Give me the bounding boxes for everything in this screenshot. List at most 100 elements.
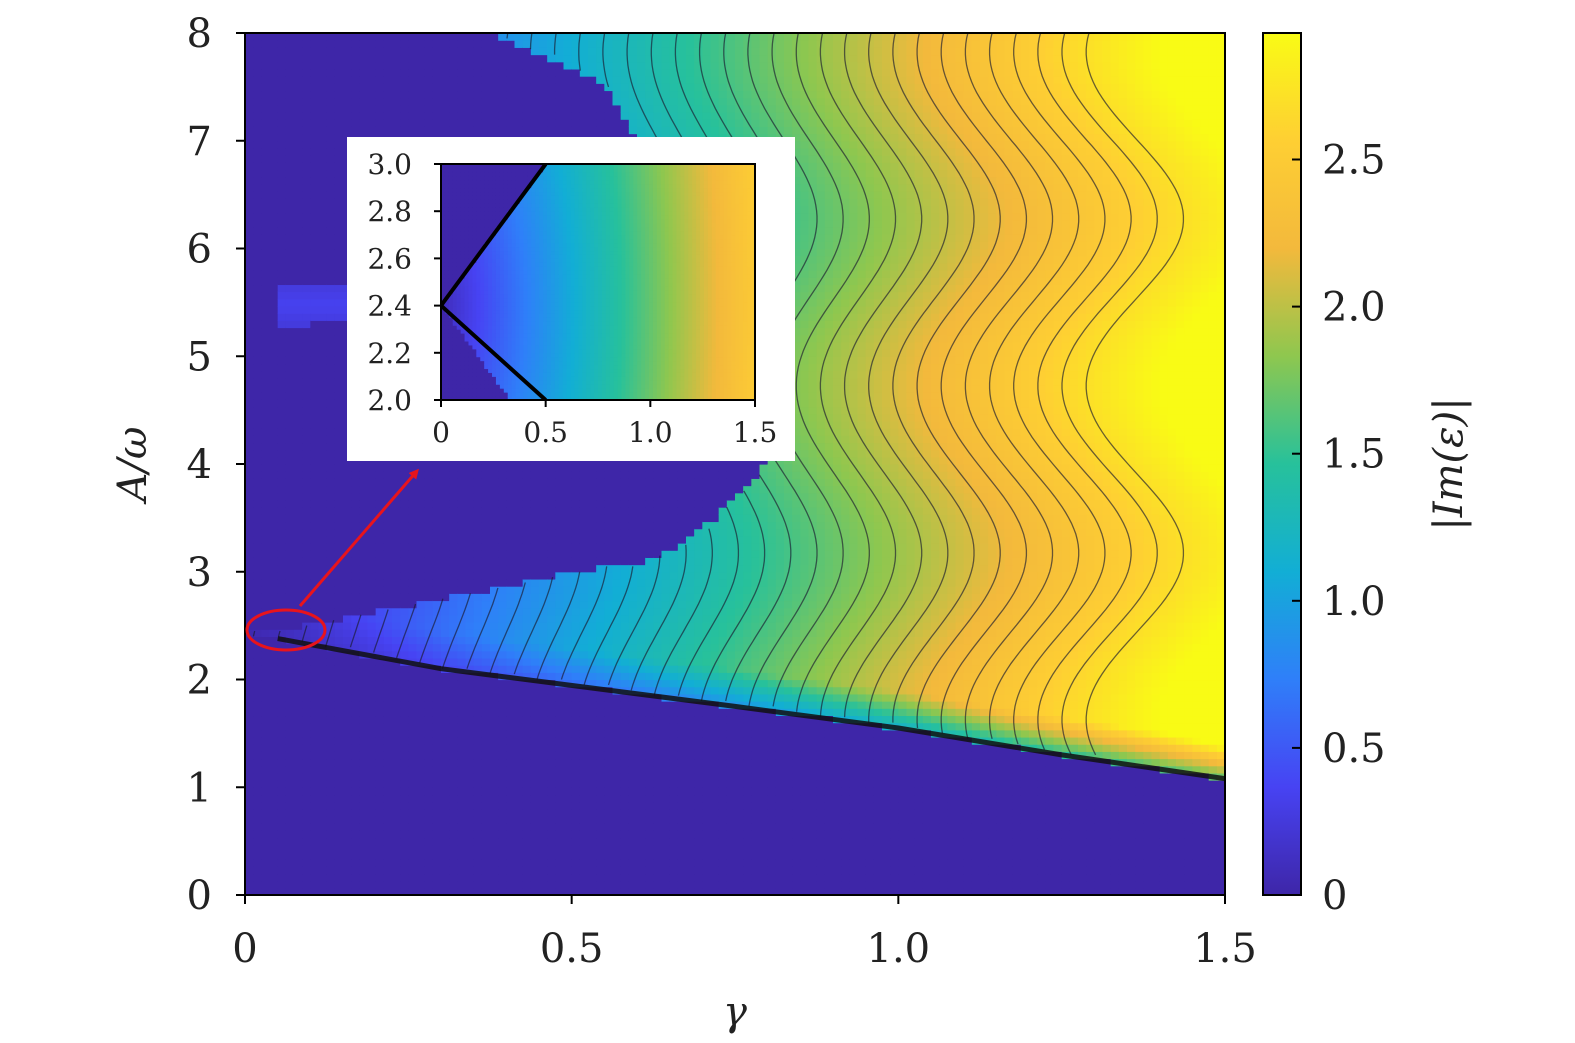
heatmap-cell <box>245 830 254 839</box>
heatmap-cell <box>563 571 573 580</box>
heatmap-cell <box>449 887 458 895</box>
heatmap-cell <box>579 607 589 616</box>
heatmap-cell <box>441 40 450 48</box>
heatmap-cell <box>449 772 458 781</box>
heatmap-cell <box>392 126 401 135</box>
heatmap-cell <box>408 622 418 630</box>
heatmap-cell <box>351 787 360 796</box>
heatmap-cell <box>506 557 516 566</box>
heatmap-cell <box>334 593 344 602</box>
heatmap-cell <box>473 722 483 731</box>
heatmap-cell <box>383 823 393 831</box>
heatmap-cell <box>481 844 491 853</box>
heatmap-cell <box>563 686 573 695</box>
heatmap-cell <box>457 629 467 637</box>
heatmap-cell <box>245 772 254 781</box>
heatmap-cell <box>547 672 556 681</box>
heatmap-cell <box>514 83 524 92</box>
heatmap-cell <box>432 887 442 895</box>
heatmap-cell <box>506 859 516 867</box>
heatmap-cell <box>318 751 328 760</box>
heatmap-cell <box>375 126 385 135</box>
heatmap-cell <box>351 780 360 788</box>
heatmap-cell <box>400 557 409 566</box>
heatmap-cell <box>465 90 475 99</box>
heatmap-cell <box>326 119 336 127</box>
heatmap-cell <box>481 866 491 875</box>
heatmap-cell <box>432 801 442 810</box>
heatmap-cell <box>245 636 254 645</box>
heatmap-cell <box>367 880 377 889</box>
heatmap-cell <box>432 485 442 494</box>
heatmap-cell <box>408 815 418 824</box>
heatmap-cell <box>539 607 548 616</box>
heatmap-cell <box>269 801 279 810</box>
heatmap-cell <box>392 571 401 580</box>
heatmap-cell <box>547 686 556 695</box>
heatmap-cell <box>539 464 548 472</box>
heatmap-cell <box>343 543 352 551</box>
heatmap-cell <box>383 578 393 587</box>
heatmap-cell <box>392 600 401 609</box>
heatmap-cell <box>530 514 540 523</box>
heatmap-cell <box>318 629 328 637</box>
heatmap-cell <box>563 97 573 106</box>
heatmap-cell <box>481 126 491 135</box>
heatmap-cell <box>269 313 279 321</box>
heatmap-cell <box>277 586 287 594</box>
heatmap-cell <box>441 758 450 767</box>
heatmap-cell <box>285 162 295 171</box>
heatmap-cell <box>269 765 279 774</box>
heatmap-cell <box>416 744 426 752</box>
heatmap-cell <box>530 68 540 77</box>
heatmap-cell <box>392 772 401 781</box>
heatmap-cell <box>310 485 320 494</box>
heatmap-cell <box>449 844 458 853</box>
heatmap-cell <box>539 507 548 515</box>
heatmap-cell <box>285 880 295 889</box>
heatmap-cell <box>555 54 565 63</box>
heatmap-cell <box>555 729 565 738</box>
heatmap-cell <box>571 751 581 760</box>
heatmap-cell <box>367 801 377 810</box>
heatmap-cell <box>473 837 483 846</box>
heatmap-cell <box>245 643 254 652</box>
heatmap-cell <box>514 636 524 645</box>
heatmap-cell <box>277 284 287 293</box>
heatmap-cell <box>539 823 548 831</box>
heatmap-cell <box>310 744 320 752</box>
heatmap-cell <box>555 758 565 767</box>
heatmap-cell <box>539 514 548 523</box>
heatmap-cell <box>318 837 328 846</box>
heatmap-cell <box>579 614 589 623</box>
heatmap-cell <box>294 478 303 487</box>
heatmap-cell <box>294 349 303 357</box>
heatmap-cell <box>449 722 458 731</box>
heatmap-cell <box>449 787 458 796</box>
heatmap-cell <box>302 772 311 781</box>
heatmap-cell <box>441 564 450 573</box>
heatmap-cell <box>285 191 295 199</box>
heatmap-cell <box>294 420 303 429</box>
heatmap-cell <box>269 68 279 77</box>
heatmap-cell <box>269 140 279 149</box>
heatmap-cell <box>563 607 573 616</box>
heatmap-cell <box>326 349 336 357</box>
heatmap-cell <box>465 507 475 515</box>
heatmap-cell <box>441 844 450 853</box>
heatmap-cell <box>506 478 516 487</box>
heatmap-cell <box>408 550 418 558</box>
heatmap-cell <box>547 97 556 106</box>
heatmap-cell <box>579 794 589 803</box>
heatmap-cell <box>343 629 352 637</box>
heatmap-cell <box>579 765 589 774</box>
heatmap-cell <box>530 844 540 853</box>
heatmap-cell <box>245 126 254 135</box>
heatmap-cell <box>269 54 279 63</box>
heatmap-cell <box>334 270 344 278</box>
heatmap-cell <box>547 586 556 594</box>
heatmap-cell <box>310 830 320 839</box>
heatmap-cell <box>514 679 524 688</box>
heatmap-cell <box>449 729 458 738</box>
heatmap-cell <box>498 701 507 709</box>
